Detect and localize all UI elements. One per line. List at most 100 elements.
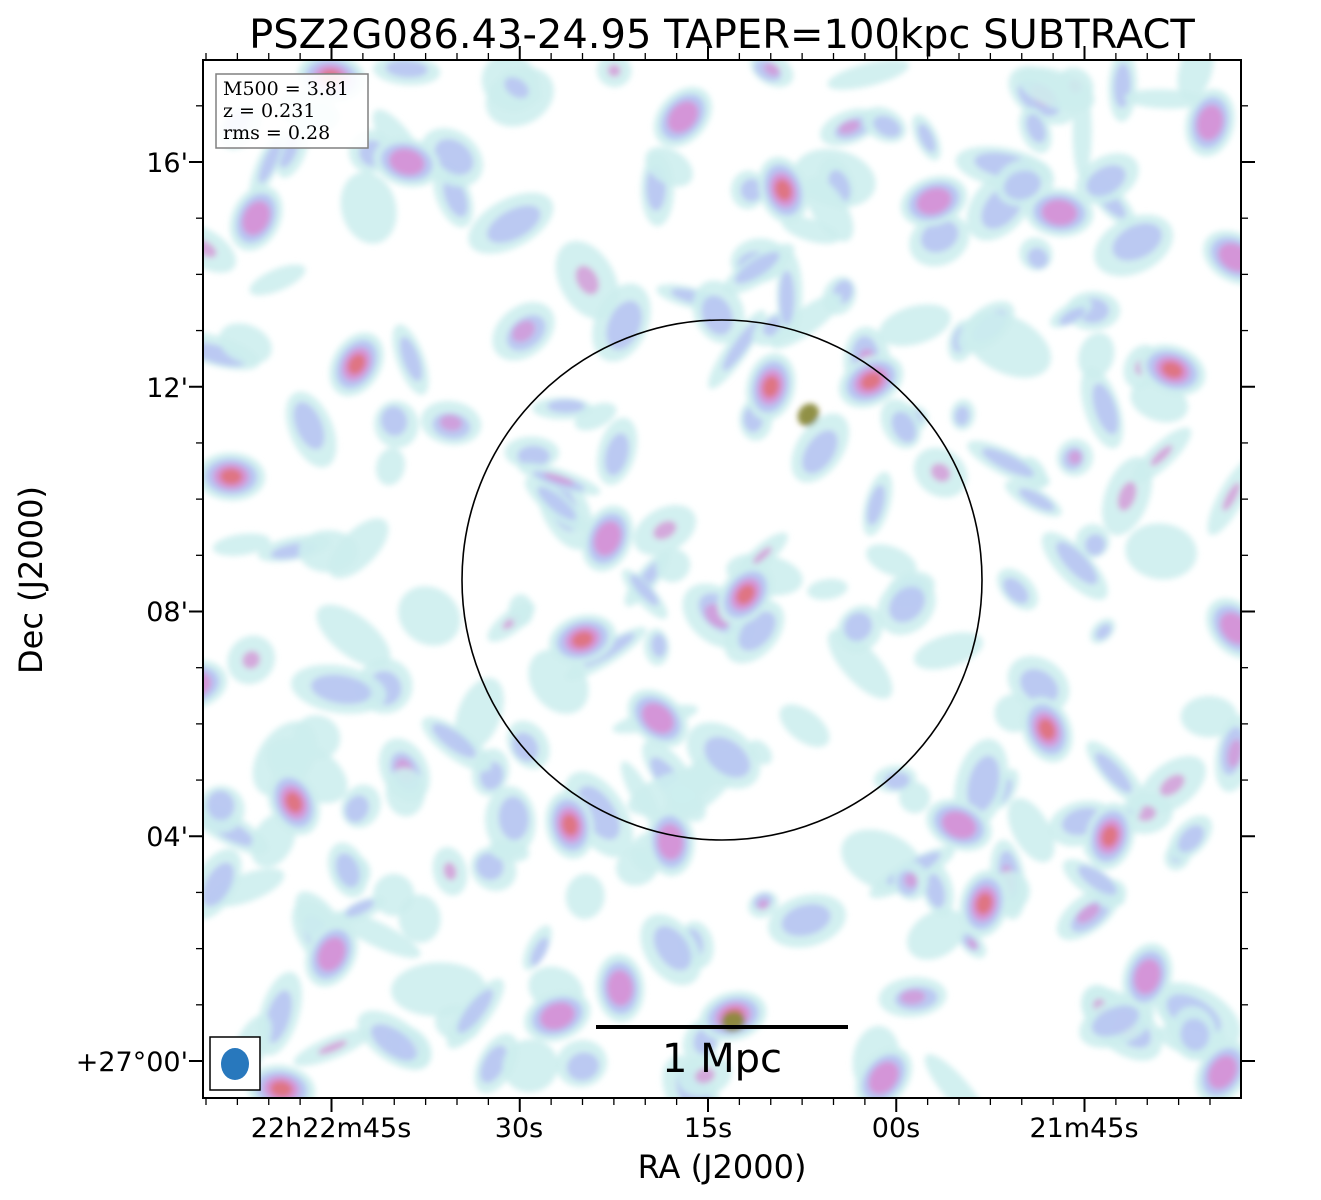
r500-circle xyxy=(461,319,983,841)
noise-mid xyxy=(1056,541,1098,585)
source-peak xyxy=(975,892,993,915)
noise-mid xyxy=(1095,752,1132,793)
noise-mid xyxy=(884,771,910,790)
source-high xyxy=(607,970,634,1006)
noise-mid xyxy=(781,904,831,937)
noise-low xyxy=(334,910,421,958)
x-tick-label: 30s xyxy=(495,1113,543,1144)
noise-high xyxy=(1068,450,1082,465)
noise-mid xyxy=(1026,114,1046,143)
source-peak xyxy=(1161,361,1183,379)
noise-mid xyxy=(1085,534,1106,556)
noise-mid xyxy=(345,795,370,823)
source-halo xyxy=(203,659,227,710)
noise-high xyxy=(930,463,951,482)
noise-low xyxy=(398,894,441,943)
source-high xyxy=(1041,199,1078,226)
noise-high xyxy=(607,64,621,77)
noise-high xyxy=(752,546,772,564)
noise-low xyxy=(375,447,406,486)
noise-mid xyxy=(888,586,926,623)
noise-mid xyxy=(630,574,659,606)
noise-mid xyxy=(1003,577,1029,604)
source-high xyxy=(1133,959,1161,995)
noise-low xyxy=(565,873,605,920)
noise-low xyxy=(1177,60,1214,102)
source-high xyxy=(1196,104,1224,141)
noise-low xyxy=(1125,523,1197,580)
noise-low xyxy=(249,264,306,296)
source-high xyxy=(916,187,952,215)
noise-high xyxy=(904,873,918,888)
mass-text: M500 = 3.81 xyxy=(223,78,349,100)
y-axis-label: Dec (J2000) xyxy=(12,486,50,674)
noise-mid xyxy=(954,406,970,426)
noise-mid xyxy=(577,785,620,840)
source-high xyxy=(667,101,699,134)
noise-mid xyxy=(203,862,235,907)
axis-ticks xyxy=(189,46,1255,1112)
noise-high xyxy=(1117,481,1137,511)
noise-mid xyxy=(335,853,360,888)
source-peak xyxy=(736,584,755,605)
noise-low xyxy=(298,530,359,573)
y-tick-label: 08' xyxy=(146,597,188,628)
noise-mid xyxy=(504,77,529,99)
beam-box xyxy=(209,1036,261,1091)
noise-high xyxy=(1159,774,1185,797)
source-high xyxy=(1218,243,1241,272)
noise-mid xyxy=(704,736,751,778)
noise-mid xyxy=(345,899,375,917)
noise-low xyxy=(913,632,984,670)
x-tick-label: 00s xyxy=(872,1113,920,1144)
noise-mid xyxy=(1112,223,1162,261)
source-peak xyxy=(220,468,243,485)
noise-mid xyxy=(530,937,549,966)
noise-low xyxy=(827,60,910,90)
source-peak xyxy=(270,1081,293,1098)
noise-mid xyxy=(740,178,763,202)
source-high xyxy=(641,702,674,734)
noise-mid xyxy=(487,205,541,243)
source-high xyxy=(1208,1055,1238,1089)
noise-low xyxy=(866,544,917,578)
noise-high xyxy=(1076,903,1100,924)
chart-title: PSZ2G086.43-24.95 TAPER=100kpc SUBTRACT xyxy=(249,12,1195,58)
noise-mid xyxy=(920,220,959,253)
noise-low xyxy=(645,146,693,187)
noise-low xyxy=(1007,798,1055,863)
noise-mid xyxy=(1180,1018,1210,1051)
noise-mid xyxy=(866,484,886,526)
noise-mid xyxy=(1091,1005,1140,1037)
noise-mid xyxy=(457,989,494,1034)
noise-low xyxy=(1017,66,1095,112)
noise-mid xyxy=(1027,247,1049,269)
noise-high xyxy=(653,520,677,540)
noise-high xyxy=(900,989,926,1005)
noise-mid xyxy=(606,300,642,350)
noise-mid xyxy=(917,123,936,153)
noise-low xyxy=(316,604,391,668)
info-box: M500 = 3.81 z = 0.231 rms = 0.28 xyxy=(215,73,369,149)
noise-mid xyxy=(370,1024,417,1061)
source-high xyxy=(539,1002,575,1030)
noise-mid xyxy=(604,433,630,476)
noise-high xyxy=(694,1067,715,1084)
noise-low xyxy=(1180,695,1238,738)
plot-frame xyxy=(202,59,1242,1099)
noise-low xyxy=(878,304,951,347)
noise-low xyxy=(508,594,534,627)
noise-low xyxy=(528,649,589,714)
y-tick-label: +27°00' xyxy=(76,1047,188,1078)
noise-high xyxy=(1150,445,1173,467)
noise-mid xyxy=(701,295,733,335)
noise-mid xyxy=(385,60,428,78)
x-tick-label: 22h22m45s xyxy=(251,1113,412,1144)
noise-mid xyxy=(1018,488,1055,511)
noise-mid xyxy=(293,401,325,450)
noise-mid xyxy=(779,270,795,326)
noise-high xyxy=(543,472,575,486)
noise-mid xyxy=(380,406,408,436)
noise-low xyxy=(454,677,504,751)
noise-high xyxy=(1222,482,1241,511)
